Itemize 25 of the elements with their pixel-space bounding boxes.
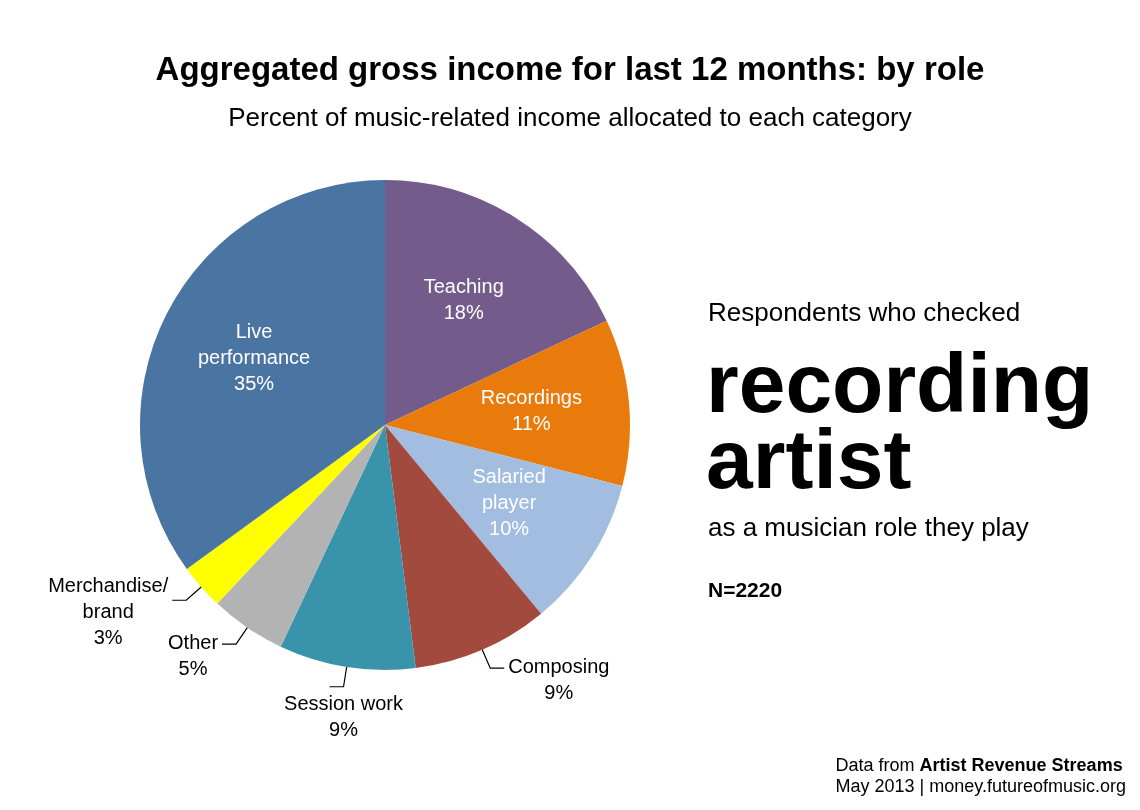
- data-label: 18%: [443, 301, 484, 324]
- slice-label: Merchandise/brand: [48, 573, 169, 622]
- slice-label: Other: [168, 630, 219, 653]
- text: Artist Revenue Streams: [919, 755, 1123, 775]
- data-label: 9%: [544, 680, 574, 703]
- text: Data from: [835, 755, 915, 775]
- data-label: 3%: [93, 625, 123, 648]
- text: as a musician role they play: [708, 512, 1029, 543]
- slice-label: Salaried player: [472, 465, 546, 514]
- data-label: 11%: [512, 411, 551, 434]
- slice-label: Composing: [508, 654, 610, 677]
- slice-label: Teaching: [423, 275, 504, 298]
- text: recording artist: [706, 336, 1095, 506]
- data-label: 9%: [329, 718, 359, 741]
- slice-label: Session work: [284, 692, 405, 715]
- text: N=2220: [708, 578, 783, 602]
- data-label: 5%: [178, 656, 208, 679]
- text: Respondents who checked: [708, 297, 1021, 328]
- text: May 2013 | money.futureofmusic.org: [835, 776, 1126, 796]
- chart-title: Aggregated gross income for last 12 months: by role: [154, 50, 986, 88]
- data-label: 10%: [489, 517, 530, 540]
- chart-subtitle: Percent of music-related income allocated to each category: [227, 102, 913, 133]
- slice-label: Recordings: [480, 385, 582, 408]
- slice-label: Live performance: [197, 319, 311, 368]
- data-label: 35%: [234, 371, 275, 394]
